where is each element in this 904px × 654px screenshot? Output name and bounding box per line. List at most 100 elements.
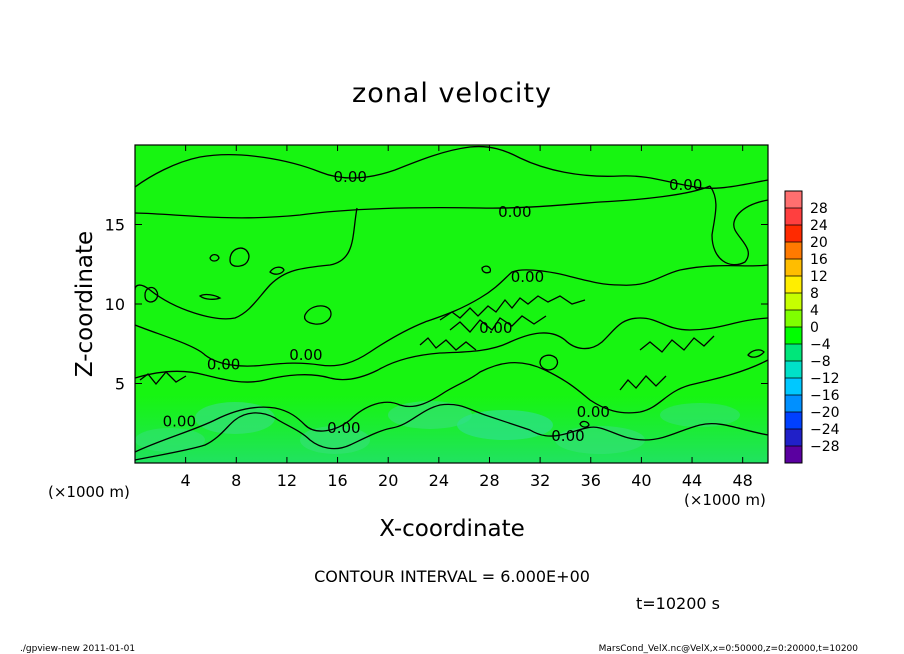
contour-label: 0.00	[669, 176, 702, 194]
colorbar-segment	[785, 242, 802, 260]
colorbar-label: −12	[810, 371, 840, 387]
negative-anomaly-blob	[388, 401, 472, 429]
colorbar-label: 24	[810, 218, 828, 234]
x-tick-label: 32	[530, 471, 550, 490]
contour-closed-loop	[144, 286, 159, 303]
colorbar-segment	[785, 259, 802, 277]
x-tick-label: 36	[581, 471, 601, 490]
contour-closed-loop	[579, 420, 590, 428]
colorbar-label: −28	[810, 439, 840, 455]
colorbar-label: −8	[810, 354, 831, 370]
y-tick-label: 5	[115, 375, 125, 394]
negative-anomaly-blob	[300, 426, 370, 454]
colorbar-segment	[785, 446, 802, 464]
colorbar-label: −4	[810, 337, 831, 353]
negative-anomaly-blob	[135, 428, 205, 452]
contour-closed-loop	[229, 247, 250, 267]
chart-title: zonal velocity	[352, 78, 552, 109]
x-tick-label: 12	[277, 471, 297, 490]
y-axis: 5 10 15	[105, 216, 768, 394]
colorbar-label: 16	[810, 252, 828, 268]
contour-line	[135, 264, 768, 367]
y-axis-title: Z-coordinate	[72, 231, 98, 377]
colorbar-segment	[785, 293, 802, 311]
contour-noise	[439, 295, 586, 321]
contour-closed-loop	[198, 293, 222, 300]
colorbar-label: −24	[810, 422, 840, 438]
x-unit-label-right: (×1000 m)	[684, 491, 766, 509]
negative-anomaly-blob	[555, 426, 645, 454]
colorbar-label: −20	[810, 405, 840, 421]
contour-label: 0.00	[334, 168, 367, 186]
contour-noise	[419, 337, 477, 351]
contour-closed-loop	[747, 349, 765, 358]
plot-area: 0.00 0.00 0.00 0.00 0.00 0.00 0.00 0.00 …	[134, 144, 769, 464]
colorbar-segment	[785, 310, 802, 328]
contour-line	[135, 412, 393, 461]
x-tick-label: 44	[682, 471, 702, 490]
x-tick-label: 28	[479, 471, 499, 490]
colorbar-segment	[785, 429, 802, 447]
contour-label-group: 0.00 0.00 0.00 0.00 0.00 0.00 0.00 0.00 …	[163, 168, 703, 445]
negative-anomaly-blob	[660, 403, 740, 427]
x-tick-label: 8	[231, 471, 241, 490]
x-axis: 4 8 12 16 20 24 28 32 36 40 44 48	[181, 145, 753, 490]
contour-label: 0.00	[498, 203, 531, 221]
colorbar-label: 0	[810, 320, 819, 336]
contour-line	[135, 359, 768, 453]
colorbar-segment	[785, 344, 802, 362]
colorbar-label: −16	[810, 388, 840, 404]
y-tick-label: 15	[105, 216, 125, 235]
footer-left: ./gpview-new 2011-01-01	[20, 644, 135, 654]
contour-label: 0.00	[289, 346, 322, 364]
time-text: t=10200 s	[636, 594, 720, 613]
contour-line	[709, 185, 768, 266]
contour-noise	[139, 371, 187, 386]
contour-noise	[639, 335, 715, 353]
colorbar-segment	[785, 327, 802, 345]
contour-line	[135, 185, 711, 219]
x-unit-label-left: (×1000 m)	[48, 483, 130, 501]
contour-noise	[619, 375, 667, 391]
colorbar-segment	[785, 361, 802, 379]
colorbar-segment	[785, 225, 802, 243]
x-tick-label: 24	[429, 471, 449, 490]
contour-closed-loop	[303, 305, 332, 325]
contour-label: 0.00	[551, 427, 584, 445]
negative-anomaly-blob	[195, 402, 275, 434]
contour-line	[135, 145, 768, 189]
footer-right: MarsCond_VelX.nc@VelX,x=0:50000,z=0:2000…	[599, 644, 859, 654]
x-tick-label: 48	[733, 471, 753, 490]
colorbar-label: 28	[810, 201, 828, 217]
colorbar-label: 8	[810, 286, 819, 302]
contour-closed-loop	[209, 253, 220, 262]
contour-closed-loop	[481, 265, 492, 274]
contour-line	[135, 207, 358, 320]
colorbar-segment	[785, 276, 802, 294]
contour-label: 0.00	[577, 403, 610, 421]
negative-anomaly-blob	[457, 410, 553, 440]
contour-label: 0.00	[327, 419, 360, 437]
x-tick-label: 40	[631, 471, 651, 490]
colorbar-label: 4	[810, 303, 819, 319]
contour-interval-text: CONTOUR INTERVAL = 6.000E+00	[314, 567, 590, 586]
colorbar-label: 20	[810, 235, 828, 251]
x-tick-label: 20	[378, 471, 398, 490]
colorbar-segment	[785, 378, 802, 396]
contour-closed-loop	[539, 354, 559, 371]
colorbar-segment	[785, 208, 802, 226]
x-axis-title: X-coordinate	[379, 516, 525, 542]
contour-label: 0.00	[479, 319, 512, 337]
x-tick-label: 16	[327, 471, 347, 490]
contour-line	[135, 317, 768, 383]
contour-label: 0.00	[163, 413, 196, 431]
colorbar-segment	[785, 395, 802, 413]
colorbar-segment	[785, 191, 802, 209]
contour-closed-loop	[269, 266, 285, 275]
contour-label: 0.00	[207, 355, 240, 373]
contour-noise	[449, 315, 547, 333]
colorbar-label: 12	[810, 269, 828, 285]
contour-lines	[135, 145, 768, 461]
contour-label: 0.00	[511, 268, 544, 286]
